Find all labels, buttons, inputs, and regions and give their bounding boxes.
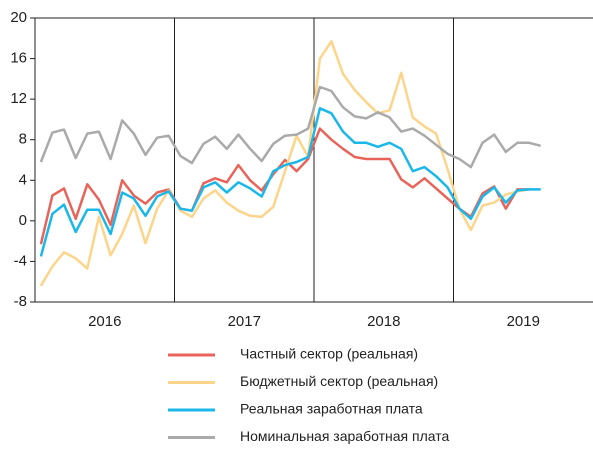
legend-label: Частный сектор (реальная) [240, 346, 418, 362]
y-tick-label: 12 [10, 90, 27, 107]
y-tick-label: -4 [14, 252, 27, 269]
series-line [39, 40, 530, 287]
series-line [39, 85, 542, 169]
legend-label: Реальная заработная плата [240, 401, 423, 417]
x-tick-label: 2018 [367, 313, 400, 330]
y-tick-label: 0 [19, 212, 27, 229]
series-line [39, 127, 530, 245]
legend-label: Бюджетный сектор (реальная) [240, 373, 438, 389]
x-tick-label: 2019 [507, 313, 540, 330]
y-tick-label: 16 [10, 50, 27, 67]
series-line [39, 107, 541, 257]
legend: Частный сектор (реальная) Бюджетный секто… [168, 346, 449, 444]
y-tick-label: 4 [19, 171, 27, 188]
legend-label: Номинальная заработная плата [240, 428, 449, 444]
y-tick-label: 8 [19, 131, 27, 148]
x-tick-label: 2016 [88, 313, 121, 330]
y-tick-label: -8 [14, 293, 27, 310]
y-tick-label: 20 [10, 9, 27, 26]
x-tick-label: 2017 [228, 313, 261, 330]
